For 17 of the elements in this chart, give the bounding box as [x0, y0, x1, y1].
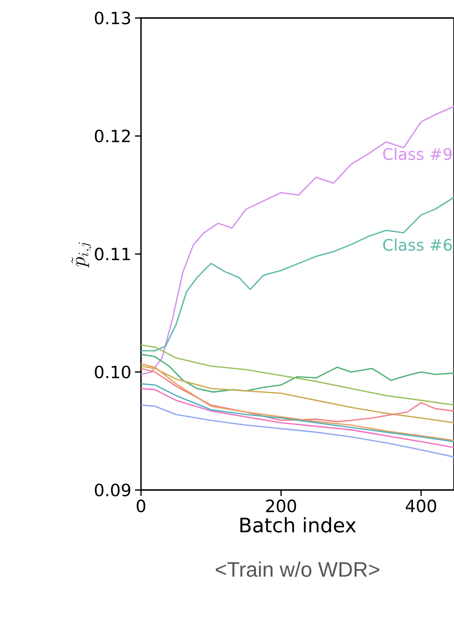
- y-tick-label: 0.09: [94, 484, 130, 496]
- x-tick-label: 0: [136, 500, 146, 512]
- y-tick-label: 0.11: [94, 248, 130, 260]
- x-axis-title: Batch index: [240, 517, 356, 533]
- line-series: [141, 196, 454, 352]
- y-tick-label: 0.13: [94, 12, 130, 24]
- line-series: [141, 344, 454, 406]
- series-label: Class #6: [383, 238, 452, 251]
- y-tick-label: 0.10: [94, 366, 130, 378]
- y-axis-title: $\tilde{p}_{i,j}$: [71, 242, 92, 268]
- text: <Train w/o WDR>: [216, 562, 380, 577]
- line-series: [141, 354, 454, 393]
- line-series: [141, 106, 454, 376]
- series-label: Class #9: [383, 148, 452, 160]
- y-tick-label: 0.12: [94, 130, 130, 142]
- x-tick-label: 400: [406, 500, 436, 512]
- x-tick-label: 200: [266, 500, 296, 512]
